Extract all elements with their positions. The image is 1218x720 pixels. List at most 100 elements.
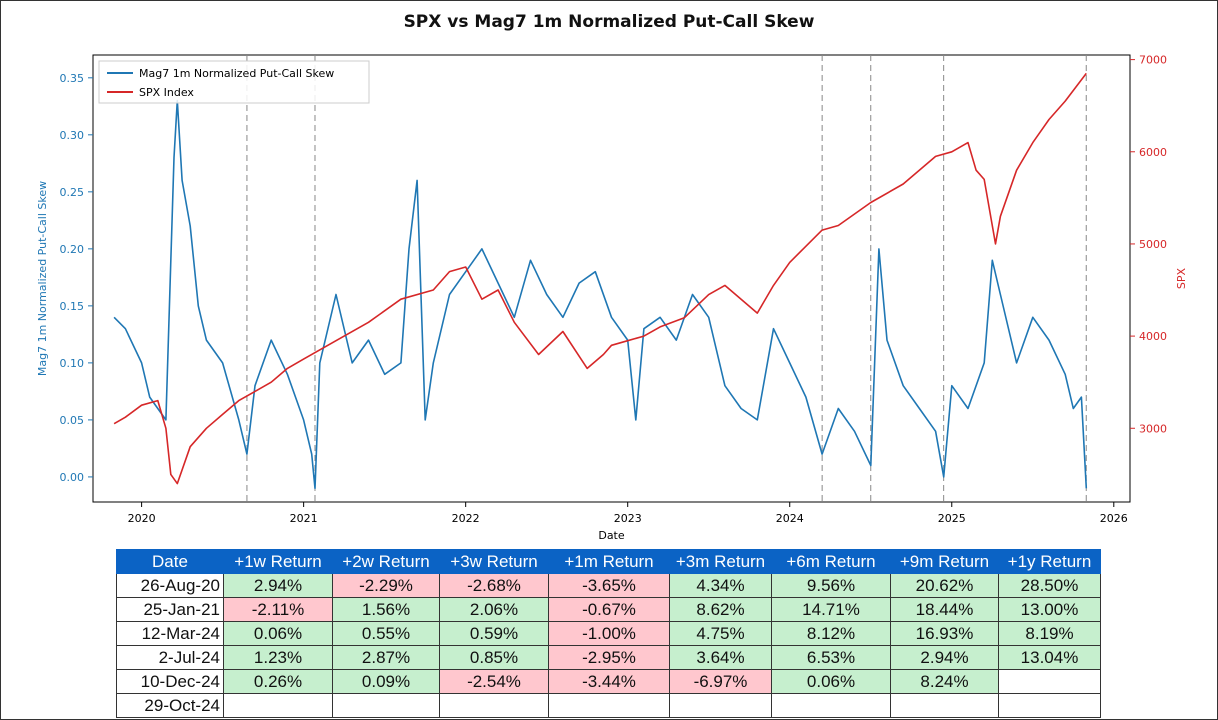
table-return-cell — [890, 693, 999, 718]
x-axis-label: Date — [598, 529, 625, 542]
table-return-cell: 8.62% — [669, 597, 772, 622]
table-return-cell: 0.06% — [223, 621, 333, 646]
table-date-cell: 12-Mar-24 — [116, 621, 224, 646]
y-left-tick-label: 0.10 — [60, 357, 85, 370]
x-tick-label: 2023 — [614, 512, 642, 525]
x-tick-label: 2021 — [290, 512, 318, 525]
table-return-cell: 20.62% — [890, 573, 999, 598]
table-header-cell: Date — [116, 549, 224, 574]
table-date-cell: 2-Jul-24 — [116, 645, 224, 670]
table-return-cell: 8.19% — [998, 621, 1101, 646]
skew-series-line — [113, 99, 1088, 490]
table-row: 25-Jan-21 -2.11% 1.56% 2.06% -0.67% 8.62% 14.7… — [116, 597, 1101, 622]
table-row: 2-Jul-24 1.23% 2.87% 0.85% -2.95% 3.64% 6.53% 2… — [116, 645, 1101, 670]
table-return-cell: 8.12% — [771, 621, 891, 646]
table-return-cell — [669, 693, 772, 718]
table-return-cell: 16.93% — [890, 621, 999, 646]
table-return-cell — [548, 693, 670, 718]
table-header-cell: +6m Return — [771, 549, 891, 574]
table-return-cell: 0.09% — [332, 669, 440, 694]
line-chart: 2020 2021 2022 2023 2024 2025 2026 Date 0.00 0.05… — [36, 54, 1188, 542]
table-return-cell: 6.53% — [771, 645, 891, 670]
spx-series-line — [113, 72, 1087, 485]
table-return-cell — [332, 693, 440, 718]
x-tick-label: 2024 — [776, 512, 804, 525]
table-return-cell: 18.44% — [890, 597, 999, 622]
table-return-cell: 8.24% — [890, 669, 999, 694]
table-return-cell: 2.06% — [439, 597, 549, 622]
table-row: 26-Aug-20 2.94% -2.29% -2.68% -3.65% 4.34% 9.5… — [116, 573, 1101, 598]
table-header-cell: +1w Return — [223, 549, 333, 574]
y-left-tick-label: 0.20 — [60, 243, 85, 256]
y-left-tick-label: 0.35 — [60, 72, 85, 85]
table-return-cell: 0.06% — [771, 669, 891, 694]
legend-entry: Mag7 1m Normalized Put-Call Skew — [139, 67, 334, 80]
table-return-cell: 2.94% — [223, 573, 333, 598]
table-row: 10-Dec-24 0.26% 0.09% -2.54% -3.44% -6.97% 0.0… — [116, 669, 1101, 694]
table-header-cell: +9m Return — [890, 549, 999, 574]
x-tick-label: 2022 — [452, 512, 480, 525]
y-left-tick-label: 0.15 — [60, 300, 85, 313]
table-return-cell: 1.56% — [332, 597, 440, 622]
table-header-cell: +2w Return — [332, 549, 440, 574]
table-return-cell — [998, 669, 1101, 694]
y-left-tick-label: 0.05 — [60, 414, 85, 427]
plot-area — [92, 54, 1131, 503]
table-date-cell: 25-Jan-21 — [116, 597, 224, 622]
returns-table: Date +1w Return +2w Return +3w Return +1m Re… — [116, 549, 1101, 718]
table-header-row: Date +1w Return +2w Return +3w Return +1m Re… — [116, 549, 1101, 574]
table-return-cell: 0.85% — [439, 645, 549, 670]
table-return-cell — [771, 693, 891, 718]
table-return-cell: 14.71% — [771, 597, 891, 622]
table-header-cell: +3m Return — [669, 549, 772, 574]
legend-box — [98, 60, 370, 104]
y-right-axis-label: SPX — [1175, 267, 1188, 289]
y-right-tick-label: 3000 — [1139, 422, 1167, 435]
y-left-axis-label: Mag7 1m Normalized Put-Call Skew — [36, 181, 49, 376]
table-row: 12-Mar-24 0.06% 0.55% 0.59% -1.00% 4.75% 8.12%… — [116, 621, 1101, 646]
table-header-cell: +3w Return — [439, 549, 549, 574]
table-return-cell: -2.54% — [439, 669, 549, 694]
table-return-cell: 1.23% — [223, 645, 333, 670]
table-return-cell: 0.59% — [439, 621, 549, 646]
table-return-cell: 13.04% — [998, 645, 1101, 670]
table-return-cell: 3.64% — [669, 645, 772, 670]
y-left-tick-label: 0.30 — [60, 129, 85, 142]
y-right-tick-label: 5000 — [1139, 238, 1167, 251]
table-return-cell: -0.67% — [548, 597, 670, 622]
y-left-tick-label: 0.25 — [60, 186, 85, 199]
table-return-cell: -6.97% — [669, 669, 772, 694]
table-return-cell: 2.87% — [332, 645, 440, 670]
x-tick-label: 2020 — [128, 512, 156, 525]
table-return-cell: -2.95% — [548, 645, 670, 670]
table-return-cell: -2.11% — [223, 597, 333, 622]
table-return-cell — [998, 693, 1101, 718]
y-right-tick-label: 4000 — [1139, 330, 1167, 343]
table-date-cell: 26-Aug-20 — [116, 573, 224, 598]
legend-entry: SPX Index — [139, 86, 194, 99]
table-return-cell: 4.34% — [669, 573, 772, 598]
table-return-cell: 4.75% — [669, 621, 772, 646]
table-return-cell: 9.56% — [771, 573, 891, 598]
y-right-tick-label: 6000 — [1139, 146, 1167, 159]
table-return-cell: 0.55% — [332, 621, 440, 646]
table-return-cell: 0.26% — [223, 669, 333, 694]
table-return-cell — [223, 693, 333, 718]
table-date-cell: 10-Dec-24 — [116, 669, 224, 694]
table-return-cell: 2.94% — [890, 645, 999, 670]
y-left-tick-label: 0.00 — [60, 471, 85, 484]
chart-title: SPX vs Mag7 1m Normalized Put-Call Skew — [403, 12, 815, 32]
table-return-cell: 13.00% — [998, 597, 1101, 622]
table-return-cell: -2.29% — [332, 573, 440, 598]
table-date-cell: 29-Oct-24 — [116, 693, 224, 718]
y-right-tick-label: 7000 — [1139, 54, 1167, 67]
table-return-cell — [439, 693, 549, 718]
table-header-cell: +1y Return — [998, 549, 1101, 574]
table-return-cell: 28.50% — [998, 573, 1101, 598]
x-tick-label: 2026 — [1100, 512, 1128, 525]
table-return-cell: -2.68% — [439, 573, 549, 598]
table-return-cell: -3.44% — [548, 669, 670, 694]
table-return-cell: -3.65% — [548, 573, 670, 598]
table-row: 29-Oct-24 — [116, 693, 1101, 718]
x-tick-label: 2025 — [938, 512, 966, 525]
